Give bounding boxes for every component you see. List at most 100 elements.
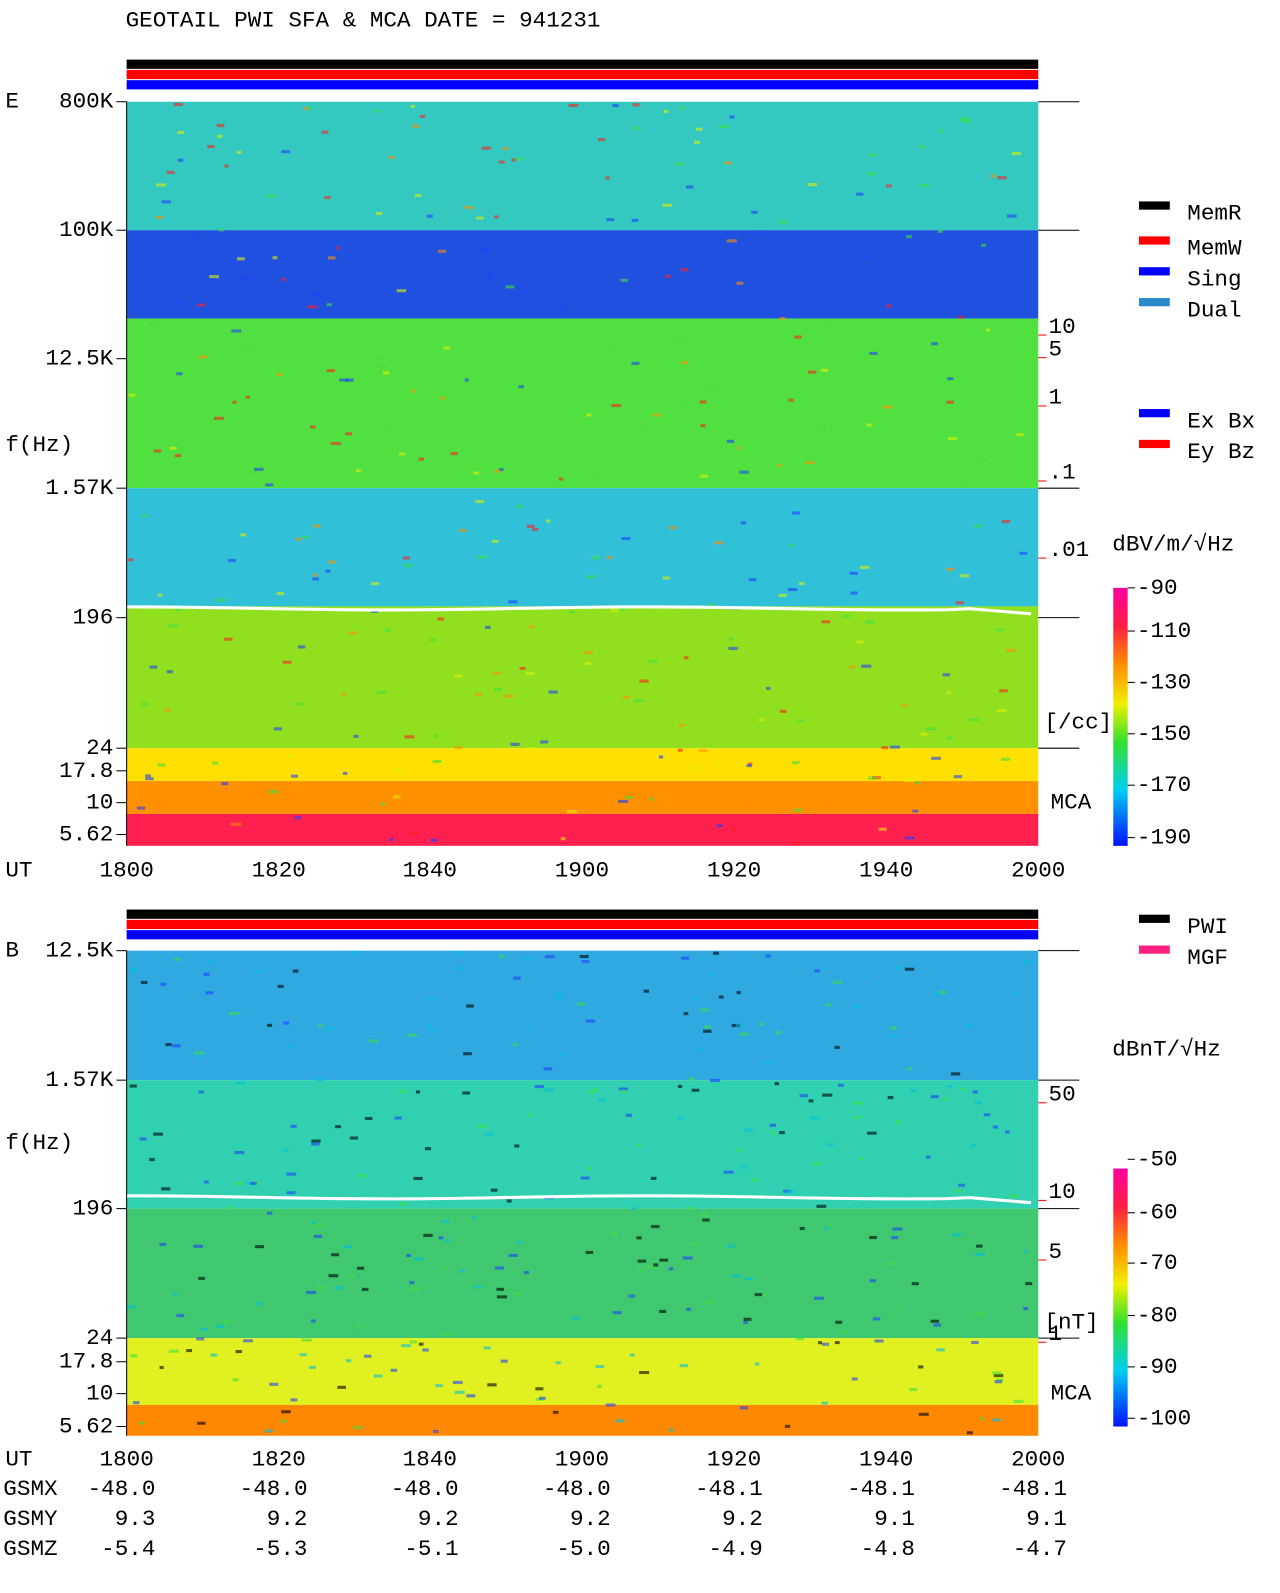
colorbar: [1113, 587, 1128, 846]
spectrogram-pixel: [918, 1365, 924, 1369]
spectrogram-pixel: [938, 129, 944, 133]
spectrogram-pixel: [216, 598, 226, 602]
spectrogram-pixel: [878, 827, 887, 831]
spectrogram-pixel: [353, 734, 359, 738]
spectrogram-pixel: [234, 1151, 245, 1155]
spectrogram-pixel: [559, 1052, 565, 1057]
spectrogram-pixel: [286, 754, 296, 758]
spectrogram-pixel: [748, 578, 757, 582]
spectrogram-pixel: [428, 997, 436, 1001]
spectrogram-pixel: [313, 1234, 323, 1238]
spectrogram-pixel: [1022, 959, 1032, 963]
spectrogram-pixel: [176, 1314, 185, 1318]
spectrogram-pixel: [662, 576, 670, 580]
colorbar-tick-label: -190: [1137, 825, 1191, 851]
spectrogram-pixel: [714, 541, 724, 545]
spectrogram-pixel: [254, 467, 264, 471]
spectrogram-pixel: [743, 1320, 748, 1324]
colorbar-tick-label: -90: [1137, 575, 1178, 601]
orbit-value: 9.2: [267, 1506, 308, 1532]
y-tick-label: 5.62: [59, 1413, 113, 1439]
spectrogram-pixel: [529, 625, 535, 629]
spectrogram-pixel: [625, 1113, 633, 1117]
spectrogram-pixel: [522, 957, 532, 962]
spectrogram-pixel: [330, 441, 341, 446]
spectrogram-pixel: [1019, 551, 1028, 555]
spectrogram-pixel: [226, 1206, 234, 1210]
spectrogram-pixel: [822, 1093, 833, 1097]
spectrogram-pixel: [531, 528, 539, 532]
spectrogram-pixel: [196, 1337, 205, 1341]
spectrogram-pixel: [710, 1078, 721, 1083]
spectrogram-pixel: [399, 1202, 409, 1206]
spectrogram-pixel: [132, 1401, 140, 1405]
spectrogram-pixel: [761, 1293, 767, 1297]
spectrogram-pixel: [502, 147, 509, 151]
spectrogram-pixel: [484, 1132, 494, 1136]
x-tick-label: 1900: [555, 857, 609, 883]
spectrogram-pixel: [677, 1084, 683, 1088]
spectrogram-pixel: [605, 1403, 616, 1407]
spectrogram-pixel: [820, 368, 829, 372]
spectrogram-pixel: [662, 203, 673, 207]
spectrogram-pixel: [974, 1101, 982, 1105]
spectrogram-pixel: [326, 369, 335, 373]
spectrogram-pixel: [496, 1295, 508, 1299]
spectrogram-pixel: [282, 660, 292, 664]
spectrogram-pixel: [974, 524, 983, 528]
spectrogram-pixel: [172, 300, 181, 304]
spectrogram-pixel: [610, 1231, 617, 1236]
spectrogram-pixel: [700, 1214, 708, 1218]
spectrogram-pixel: [514, 1144, 520, 1148]
spectrogram-pixel: [217, 134, 223, 138]
spectrogram-pixel: [711, 763, 718, 767]
spectrogram-pixel: [210, 1353, 218, 1357]
spectrogram-pixel: [869, 351, 878, 355]
spectrogram-pixel: [769, 1123, 776, 1127]
spectrogram-pixel: [156, 183, 166, 187]
spectrogram-pixel: [849, 665, 856, 669]
spectrogram-pixel: [242, 346, 251, 350]
spectrogram-pixel: [418, 457, 425, 461]
spectrogram-pixel: [384, 628, 391, 632]
colorbar-tick-label: -70: [1137, 1250, 1178, 1276]
spectrogram-pixel: [483, 1346, 491, 1350]
spectrogram-pixel: [939, 990, 947, 994]
spectrogram-pixel: [728, 646, 738, 651]
spectrogram-pixel: [535, 1387, 544, 1391]
spectrogram-pixel: [345, 378, 354, 382]
y-axis-label: f(Hz): [5, 432, 73, 458]
spectrogram-pixel: [455, 950, 463, 954]
spectrogram-pixel: [739, 1032, 749, 1036]
spectrogram-pixel: [508, 600, 518, 604]
spectrogram-pixel: [216, 1324, 224, 1329]
spectrogram-pixel: [161, 200, 171, 204]
spectrogram-pixel: [302, 535, 309, 539]
spectrogram-pixel: [508, 1253, 518, 1257]
spectrogram-pixel: [209, 275, 219, 279]
spectrogram-pixel: [886, 184, 892, 188]
spectrogram-band: [126, 748, 1039, 782]
spectrogram-pixel: [639, 426, 644, 430]
spectrogram-pixel: [894, 1304, 899, 1308]
spectrogram-pixel: [794, 335, 802, 339]
spectrogram-pixel: [682, 1256, 693, 1260]
spectrogram-pixel: [759, 1022, 765, 1026]
spectrogram-pixel: [243, 1339, 253, 1343]
spectrogram-pixel: [130, 967, 138, 971]
spectrogram-pixel: [382, 371, 390, 375]
spectrogram-pixel: [231, 329, 242, 333]
spectrogram-pixel: [842, 614, 850, 618]
spectrogram-pixel: [1023, 1307, 1029, 1311]
spectrogram-pixel: [665, 274, 672, 278]
spectrogram-pixel: [605, 176, 610, 180]
spectrogram-pixel: [952, 1233, 962, 1237]
colorbar-label: dBnT/√Hz: [1112, 1036, 1221, 1062]
spectrogram-pixel: [487, 1383, 497, 1387]
y-tick-label: 24: [86, 1325, 113, 1351]
spectrogram-pixel: [718, 995, 724, 999]
spectrogram-pixel: [382, 424, 389, 428]
legend-swatch: [1138, 409, 1170, 418]
spectrogram-pixel: [730, 827, 736, 831]
spectrogram-pixel: [700, 1008, 710, 1012]
